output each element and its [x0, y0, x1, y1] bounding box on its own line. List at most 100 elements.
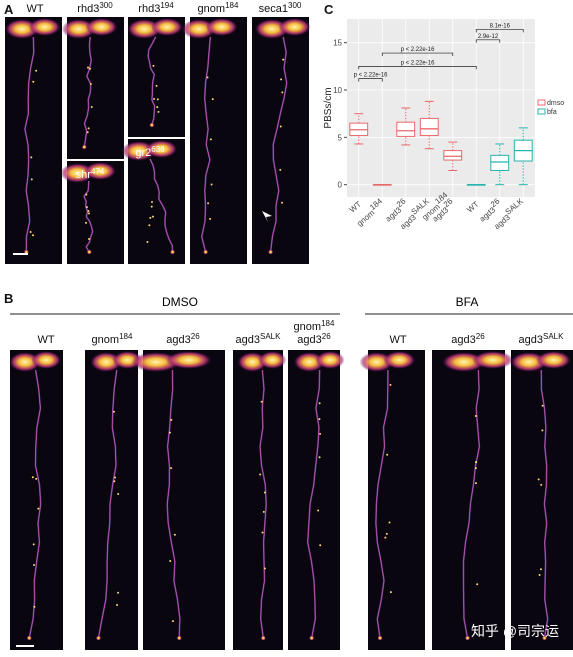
body-spot [210, 183, 213, 186]
significance-bracket [381, 52, 454, 57]
y-tick-label: 5 [338, 133, 343, 142]
root-tip [542, 635, 548, 641]
body-spot [386, 453, 389, 456]
cotyledon [84, 162, 117, 180]
root-core [259, 369, 267, 639]
body-spot [474, 414, 477, 417]
root-core [166, 369, 181, 639]
label-text: WT [26, 3, 43, 15]
image-label: rhd3300 [77, 1, 113, 16]
micrograph [432, 350, 505, 650]
body-spot [319, 544, 322, 547]
body-spot [388, 521, 391, 524]
root-core [375, 369, 389, 639]
body-spot [148, 224, 151, 227]
body-spot [262, 510, 265, 513]
image-label: shr474 [76, 167, 105, 182]
root-core [463, 369, 480, 639]
body-spot [155, 84, 158, 87]
body-spot [156, 106, 159, 109]
label-text: WT [465, 200, 480, 215]
body-spot [282, 58, 285, 61]
image-label: gr2633 [135, 145, 165, 160]
label-text: gnom [198, 3, 226, 15]
root-core [147, 36, 156, 126]
significance-label: p < 2.22e-16 [354, 73, 389, 79]
body-spot [389, 591, 392, 594]
body-spot [87, 66, 90, 69]
legend-label: bfa [547, 109, 557, 116]
significance-label: 8.1e-16 [490, 23, 511, 29]
micrograph [233, 350, 283, 650]
micrograph [288, 350, 340, 650]
root-core [24, 36, 35, 253]
micrograph [511, 350, 573, 650]
body-spot [319, 432, 322, 435]
root-tip [170, 249, 176, 255]
root-tip [203, 249, 209, 255]
label-text: WT [348, 200, 363, 215]
body-spot [169, 559, 172, 562]
body-spot [318, 418, 321, 421]
body-spot [281, 201, 284, 204]
body-spot [33, 563, 36, 566]
body-spot [206, 76, 209, 79]
body-spot [116, 604, 119, 607]
body-spot [33, 605, 36, 608]
root-core [307, 369, 320, 639]
body-spot [153, 98, 156, 101]
body-spot [263, 491, 266, 494]
body-spot [211, 98, 214, 101]
image-label: agd326 [451, 332, 485, 347]
root-tip [95, 635, 101, 641]
y-tick-label: 15 [333, 39, 342, 48]
label-superscript: 194 [160, 1, 174, 10]
body-spot [151, 215, 154, 218]
image-label: agd3SALK [519, 332, 565, 347]
image-label: WT [389, 334, 406, 346]
image-label: gnom184 agd326 [294, 319, 335, 347]
label-superscript: 184 [321, 319, 335, 328]
body-spot [279, 168, 282, 171]
body-spot [384, 536, 387, 539]
image-label: WT [37, 334, 54, 346]
significance-label: 2.9e-12 [478, 34, 499, 40]
micrograph [252, 17, 309, 264]
label-text: agd3 [519, 334, 543, 346]
root-tip [377, 635, 383, 641]
legend-key [537, 99, 546, 106]
body-spot [318, 456, 321, 459]
root-tip [149, 122, 155, 128]
label-text: gr2 [135, 147, 151, 159]
y-tick-label: 10 [333, 86, 342, 95]
body-spot [385, 532, 388, 535]
body-spot [475, 461, 478, 464]
image-label: seca1300 [259, 1, 302, 16]
root-tip [86, 249, 92, 255]
body-spot [280, 78, 283, 81]
label-superscript: 474 [91, 167, 105, 176]
label-text: seca1 [259, 3, 288, 15]
micrograph [143, 350, 225, 650]
body-spot [29, 231, 32, 234]
body-spot [540, 483, 543, 486]
box [490, 154, 510, 171]
group-title: DMSO [162, 295, 198, 309]
body-spot [209, 138, 212, 141]
label-text: gnom [92, 334, 120, 346]
body-spot [117, 591, 120, 594]
body-spot [259, 473, 262, 476]
body-spot [279, 125, 282, 128]
root-core [201, 36, 211, 253]
root-core [83, 180, 93, 253]
body-spot [173, 533, 176, 536]
image-label: agd3SALK [236, 332, 282, 347]
y-tick-label: 0 [338, 181, 343, 190]
image-label: gnom184 [198, 1, 239, 16]
significance-bracket [358, 65, 477, 70]
panel-label: A [4, 2, 14, 17]
body-spot [152, 64, 155, 67]
body-spot [89, 67, 92, 70]
body-spot [113, 480, 116, 483]
